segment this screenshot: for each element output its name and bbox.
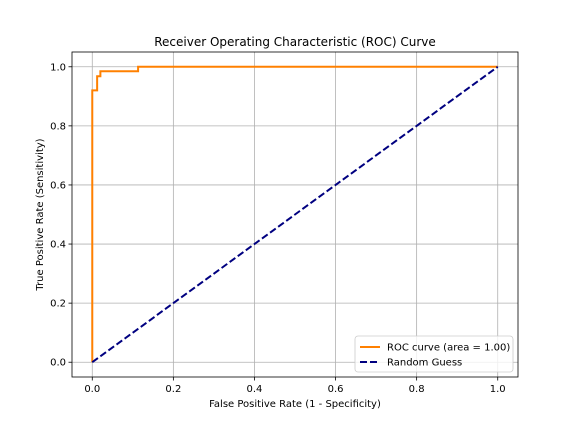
plot-area-frame — [71, 51, 519, 378]
legend-label: Random Guess — [387, 358, 462, 369]
legend: ROC curve (area = 1.00) Random Guess — [354, 335, 514, 373]
y-tick-label: 0.2 — [50, 299, 66, 310]
x-axis-label: False Positive Rate (1 - Specificity) — [209, 399, 381, 410]
y-tick-label: 0.6 — [50, 180, 66, 191]
y-axis-label: True Positive Rate (Sensitivity) — [35, 138, 46, 291]
chart-title: Receiver Operating Characteristic (ROC) … — [154, 35, 436, 49]
y-tick-label: 0.0 — [50, 358, 66, 369]
y-tick-label: 0.8 — [50, 121, 66, 132]
y-tick-label: 1.0 — [50, 62, 66, 73]
legend-label: ROC curve (area = 1.00) — [387, 343, 510, 354]
x-tick-label: 1.0 — [490, 384, 506, 395]
y-axis-ticks: 0.0 0.2 0.4 0.6 0.8 1.0 — [50, 62, 72, 369]
x-tick-label: 0.2 — [165, 384, 181, 395]
y-tick-label: 0.4 — [50, 240, 66, 251]
plot-series — [91, 65, 499, 364]
legend-box — [354, 335, 514, 373]
x-tick-label: 0.4 — [247, 384, 263, 395]
x-tick-label: 0.8 — [409, 384, 425, 395]
x-tick-label: 0.6 — [328, 384, 344, 395]
random-guess-line — [91, 65, 499, 364]
x-tick-label: 0.0 — [84, 384, 100, 395]
x-axis-ticks: 0.0 0.2 0.4 0.6 0.8 1.0 — [84, 377, 506, 395]
roc-curve-line — [91, 65, 498, 363]
